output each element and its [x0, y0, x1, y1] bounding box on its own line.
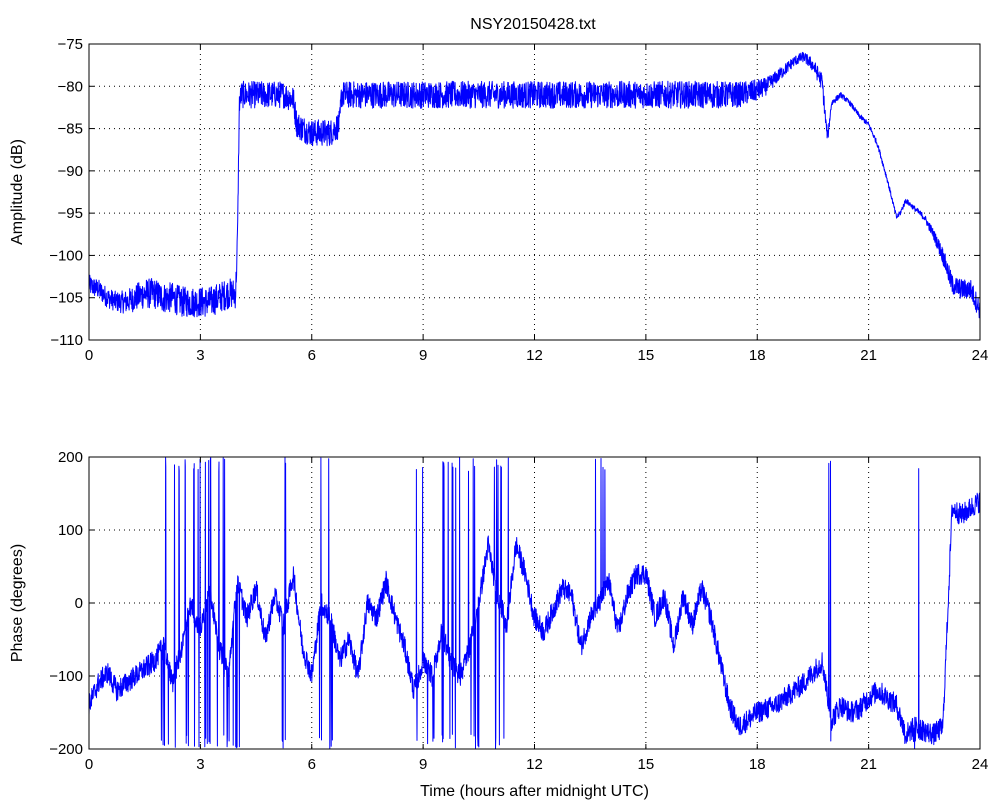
phase-panel: 0 3 6 9 12 15 18 21 24 −200 −100 0 100 200 Phase (degr…	[9, 449, 988, 800]
phase-xtick-label-3: 9	[419, 756, 427, 773]
amplitude-ytick-label-4: −90	[58, 163, 83, 180]
amplitude-xtick-label-0: 0	[85, 347, 93, 364]
phase-ytick-label-0: −200	[49, 741, 83, 758]
amplitude-xtick-label-3: 9	[419, 347, 427, 364]
amplitude-ytick-label-5: −85	[58, 121, 83, 138]
amplitude-ylabel: Amplitude (dB)	[9, 139, 26, 245]
phase-xtick-label-5: 15	[638, 756, 655, 773]
amplitude-series-line	[88, 51, 981, 319]
amplitude-xtick-label-4: 12	[526, 347, 543, 364]
phase-ytick-label-4: 200	[58, 449, 83, 466]
amplitude-xtick-label-7: 21	[860, 347, 877, 364]
amplitude-ytick-label-0: −110	[50, 332, 83, 349]
amplitude-panel: 0 3 6 9 12 15 18 21 24 −110 −105 −100 −95 −90 −85 −80 −7…	[9, 36, 988, 364]
phase-xtick-label-0: 0	[85, 756, 93, 773]
amplitude-xtick-label-5: 15	[638, 347, 655, 364]
amplitude-ytick-label-3: −95	[58, 205, 83, 222]
phase-ytick-label-3: 100	[58, 522, 83, 539]
chart-title: NSY20150428.txt	[470, 16, 596, 33]
amplitude-ytick-label-6: −80	[58, 78, 83, 95]
phase-xlabel: Time (hours after midnight UTC)	[420, 783, 649, 800]
amplitude-xtick-label-6: 18	[749, 347, 766, 364]
phase-xtick-label-1: 3	[196, 756, 204, 773]
phase-xtick-label-2: 6	[308, 756, 316, 773]
phase-series-line	[88, 457, 981, 750]
phase-xtick-label-7: 21	[860, 756, 877, 773]
phase-xtick-label-6: 18	[749, 756, 766, 773]
phase-ytick-label-1: −100	[49, 668, 83, 685]
amplitude-xtick-label-1: 3	[196, 347, 204, 364]
phase-xtick-label-8: 24	[972, 756, 989, 773]
amplitude-ytick-label-2: −100	[49, 247, 83, 264]
phase-ytick-label-2: 0	[75, 595, 83, 612]
phase-ylabel: Phase (degrees)	[9, 544, 26, 662]
amplitude-xtick-label-8: 24	[972, 347, 989, 364]
amplitude-ytick-label-1: −105	[49, 290, 83, 307]
amplitude-xtick-label-2: 6	[308, 347, 316, 364]
amplitude-ytick-label-7: −75	[58, 36, 83, 53]
phase-xtick-label-4: 12	[526, 756, 543, 773]
